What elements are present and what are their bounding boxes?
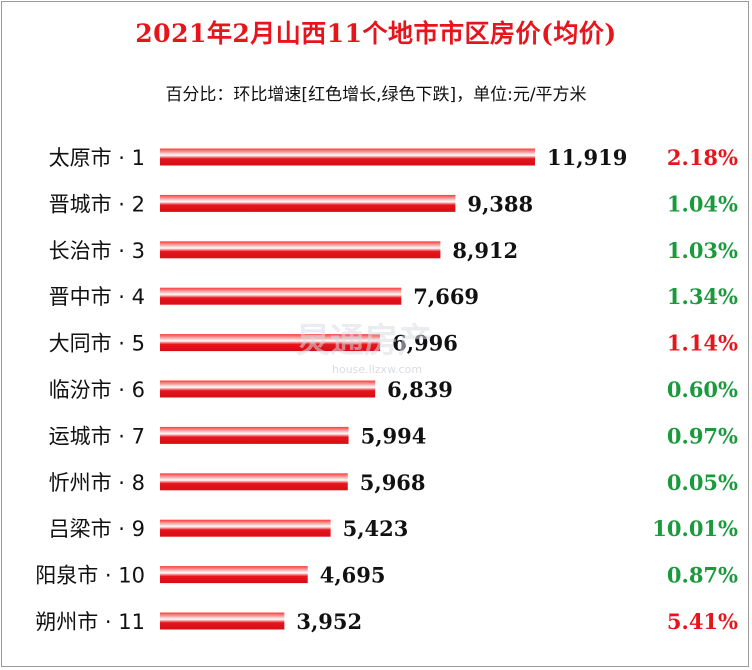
value-label: 5,994 (361, 423, 427, 448)
value-label: 9,388 (467, 191, 533, 216)
bar (160, 612, 285, 630)
bar (160, 519, 331, 537)
category-label: 朔州市 · 11 (35, 610, 145, 634)
category-label: 大同市 · 5 (49, 332, 145, 356)
bar (160, 380, 376, 398)
value-label: 4,695 (320, 563, 386, 588)
watermark-url: house.llzxw.com (332, 363, 422, 376)
category-label: 忻州市 · 8 (49, 471, 145, 495)
change-label: 1.04% (667, 191, 738, 216)
change-label: 1.03% (667, 238, 738, 263)
category-label: 晋中市 · 4 (49, 285, 145, 309)
category-label: 临汾市 · 6 (49, 378, 145, 402)
chart-title: 2021年2月山西11个地市市区房价(均价) (135, 19, 617, 48)
change-label: 0.97% (667, 423, 738, 448)
change-label: 5.41% (667, 609, 738, 634)
bar (160, 241, 441, 259)
value-label: 3,952 (296, 609, 362, 634)
value-label: 5,968 (360, 470, 426, 495)
bar (160, 148, 535, 166)
change-label: 10.01% (652, 516, 738, 541)
change-label: 1.14% (667, 331, 738, 356)
change-label: 0.60% (667, 377, 738, 402)
value-label: 5,423 (343, 516, 409, 541)
value-label: 6,839 (387, 377, 453, 402)
value-label: 11,919 (547, 145, 627, 170)
change-label: 2.18% (667, 145, 738, 170)
value-label: 7,669 (413, 284, 479, 309)
watermark-logo: 炅通房产 (296, 321, 432, 361)
change-label: 1.34% (667, 284, 738, 309)
change-label: 0.05% (667, 470, 738, 495)
bar (160, 566, 308, 584)
category-label: 吕梁市 · 9 (49, 517, 145, 541)
bar (160, 334, 381, 352)
category-label: 运城市 · 7 (49, 424, 145, 448)
category-label: 太原市 · 1 (49, 146, 145, 170)
bar (160, 194, 456, 212)
chart-subtitle: 百分比：环比增速[红色增长,绿色下跌]，单位:元/平方米 (165, 85, 587, 105)
category-label: 长治市 · 3 (49, 239, 145, 263)
bar (160, 426, 349, 444)
value-label: 6,996 (392, 331, 458, 356)
bar (160, 287, 402, 305)
value-label: 8,912 (452, 238, 518, 263)
category-label: 晋城市 · 2 (49, 192, 145, 216)
category-label: 阳泉市 · 10 (35, 564, 145, 588)
change-label: 0.87% (667, 563, 738, 588)
bar (160, 473, 348, 491)
